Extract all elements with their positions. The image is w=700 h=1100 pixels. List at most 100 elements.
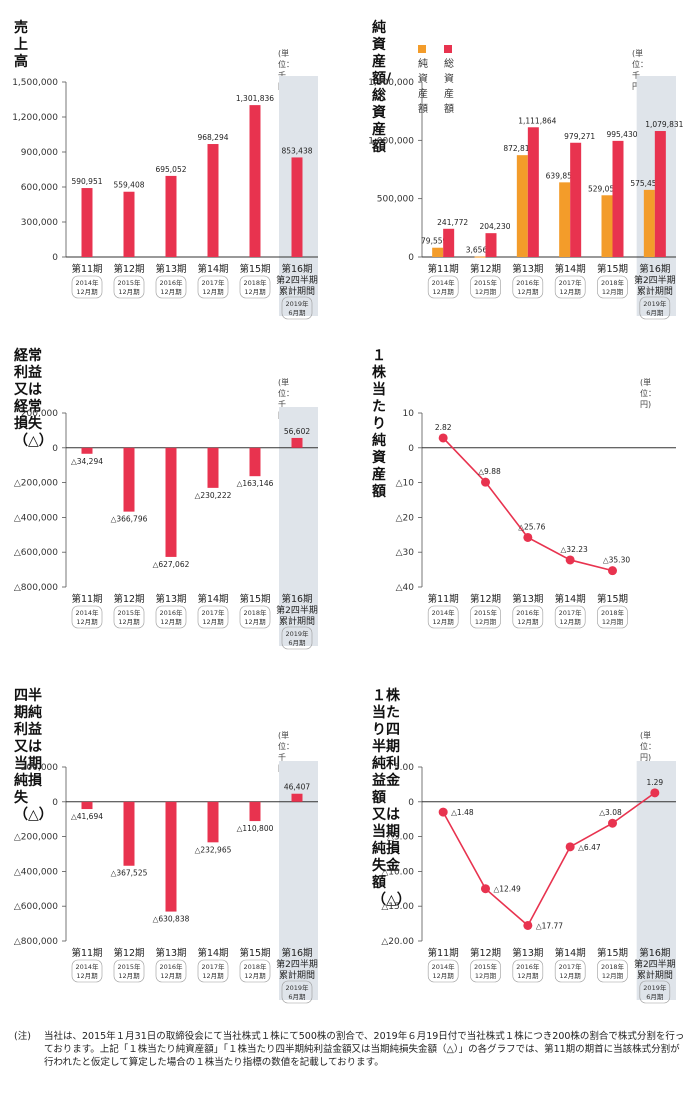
category-sublabel: 2018年 — [601, 962, 625, 971]
category-label: 第14期 — [197, 947, 228, 959]
category-sublabel: 2019年 — [285, 983, 309, 992]
category-sublabel: 12月期 — [517, 288, 539, 296]
y-tick-label: △20.00 — [381, 937, 414, 947]
category-sublabel: 12月期 — [76, 972, 98, 980]
data-point — [565, 555, 575, 565]
category-label: 第16期 — [281, 947, 312, 959]
sublabel-bracket — [470, 605, 501, 629]
legend-swatch-total — [444, 45, 452, 53]
category-label: 第13期 — [155, 263, 186, 275]
sublabel-bracket — [239, 959, 271, 983]
sublabel-bracket — [597, 959, 628, 983]
bar — [123, 801, 135, 866]
assets-legend: 純資産額 総資産額 — [418, 44, 456, 115]
sublabel-bracket — [71, 605, 103, 629]
category-sublabel: 2015年 — [117, 608, 141, 617]
legend-label-total: 総資産額 — [444, 59, 454, 115]
category-sublabel: 累計期間 — [279, 285, 315, 297]
y-tick-label: 0 — [408, 798, 414, 808]
category-label: 第14期 — [197, 263, 228, 275]
y-tick-label: 900,000 — [21, 148, 58, 158]
data-label: △232,965 — [195, 845, 232, 854]
category-sublabel: 2019年 — [285, 299, 309, 308]
bar-total — [485, 233, 497, 257]
sublabel-bracket — [512, 959, 544, 983]
category-sublabel: 第2四半期 — [276, 958, 318, 970]
data-label: △35.30 — [603, 556, 630, 565]
sublabel-bracket — [281, 626, 313, 650]
category-sublabel: 12月期 — [433, 618, 455, 626]
sublabel-bracket — [113, 605, 145, 629]
category-sublabel: 2015年 — [117, 962, 141, 971]
sales-chart: 0 300,000 600,000 900,000 1,200,000 1,500,000… — [12, 76, 318, 320]
data-label: 590,951 — [71, 177, 102, 186]
category-sublabel: 2017年 — [201, 278, 225, 287]
category-sublabel: 2018年 — [601, 608, 625, 617]
sublabel-bracket — [470, 275, 501, 299]
assets-title: 純資産額/総資産額 — [372, 20, 392, 155]
bar-total — [527, 127, 539, 257]
y-tick-label: 5.00 — [394, 763, 414, 773]
eps-unit: (単位：円) — [640, 731, 656, 762]
category-sublabel: 2015年 — [474, 278, 498, 287]
bar — [291, 793, 303, 802]
y-tick-label: △40 — [396, 583, 415, 593]
category-label: 第11期 — [428, 947, 459, 959]
y-tick-label: 300,000 — [21, 218, 58, 228]
category-sublabel: 累計期間 — [637, 285, 673, 297]
category-sublabel: 12月期 — [244, 972, 266, 980]
category-sublabel: 12月期 — [602, 288, 624, 296]
category-sublabel: 第2四半期 — [276, 604, 318, 616]
category-label: 第14期 — [197, 593, 228, 605]
y-tick-label: 10 — [403, 409, 415, 419]
category-sublabel: 12月期 — [202, 618, 224, 626]
sublabel-bracket — [155, 275, 187, 299]
category-sublabel: 2014年 — [432, 278, 456, 287]
data-label: △12.49 — [494, 885, 521, 894]
sublabel-bracket — [155, 959, 187, 983]
category-label: 第13期 — [512, 263, 543, 275]
y-tick-label: △600,000 — [14, 548, 58, 558]
data-point — [481, 884, 490, 894]
data-label: 2.82 — [435, 423, 452, 432]
category-sublabel: 12月期 — [118, 288, 140, 296]
bar-total — [443, 228, 455, 257]
y-tick-label: 1,500,000 — [12, 78, 58, 88]
category-sublabel: 2019年 — [285, 629, 309, 638]
sublabel-bracket — [71, 275, 103, 299]
category-sublabel: 12月期 — [602, 618, 624, 626]
data-label: 575,459 — [630, 179, 661, 188]
footnote: (注) 当社は、2015年１月31日の取締役会にて当社株式１株にて500株の割合… — [14, 1030, 686, 1069]
data-label: △3.08 — [599, 808, 622, 817]
category-sublabel: 12月期 — [433, 972, 455, 980]
category-sublabel: 第2四半期 — [634, 958, 676, 970]
category-sublabel: 6月期 — [288, 309, 306, 317]
data-label: 695,052 — [155, 165, 186, 174]
category-sublabel: 12月期 — [560, 288, 582, 296]
y-tick-label: 0 — [408, 253, 414, 263]
sublabel-bracket — [639, 296, 671, 320]
y-tick-label: △400,000 — [14, 867, 58, 877]
data-label: △230,222 — [195, 491, 232, 500]
category-sublabel: 累計期間 — [279, 969, 315, 981]
sublabel-bracket — [597, 275, 628, 299]
y-tick-label: △200,000 — [14, 833, 58, 843]
category-sublabel: 2016年 — [159, 962, 183, 971]
category-sublabel: 2016年 — [516, 278, 540, 287]
category-label: 第16期 — [281, 593, 312, 605]
ordinary-title: 経常利益又は経常損失（△） — [14, 348, 53, 449]
category-sublabel: 12月期 — [560, 972, 582, 980]
category-sublabel: 2018年 — [243, 278, 267, 287]
footnote-text: 当社は、2015年１月31日の取締役会にて当社株式１株にて500株の割合で、20… — [44, 1031, 685, 1068]
category-label: 第16期 — [639, 947, 670, 959]
data-point — [523, 532, 533, 542]
category-sublabel: 12月期 — [118, 618, 140, 626]
data-label: △17.77 — [536, 921, 563, 930]
category-sublabel: 12月期 — [433, 288, 455, 296]
category-sublabel: 2015年 — [117, 278, 141, 287]
category-sublabel: 12月期 — [602, 972, 624, 980]
category-sublabel: 2018年 — [243, 962, 267, 971]
bar-net — [432, 247, 444, 257]
category-label: 第12期 — [113, 947, 144, 959]
y-tick-label: 1,000,000 — [368, 136, 414, 146]
